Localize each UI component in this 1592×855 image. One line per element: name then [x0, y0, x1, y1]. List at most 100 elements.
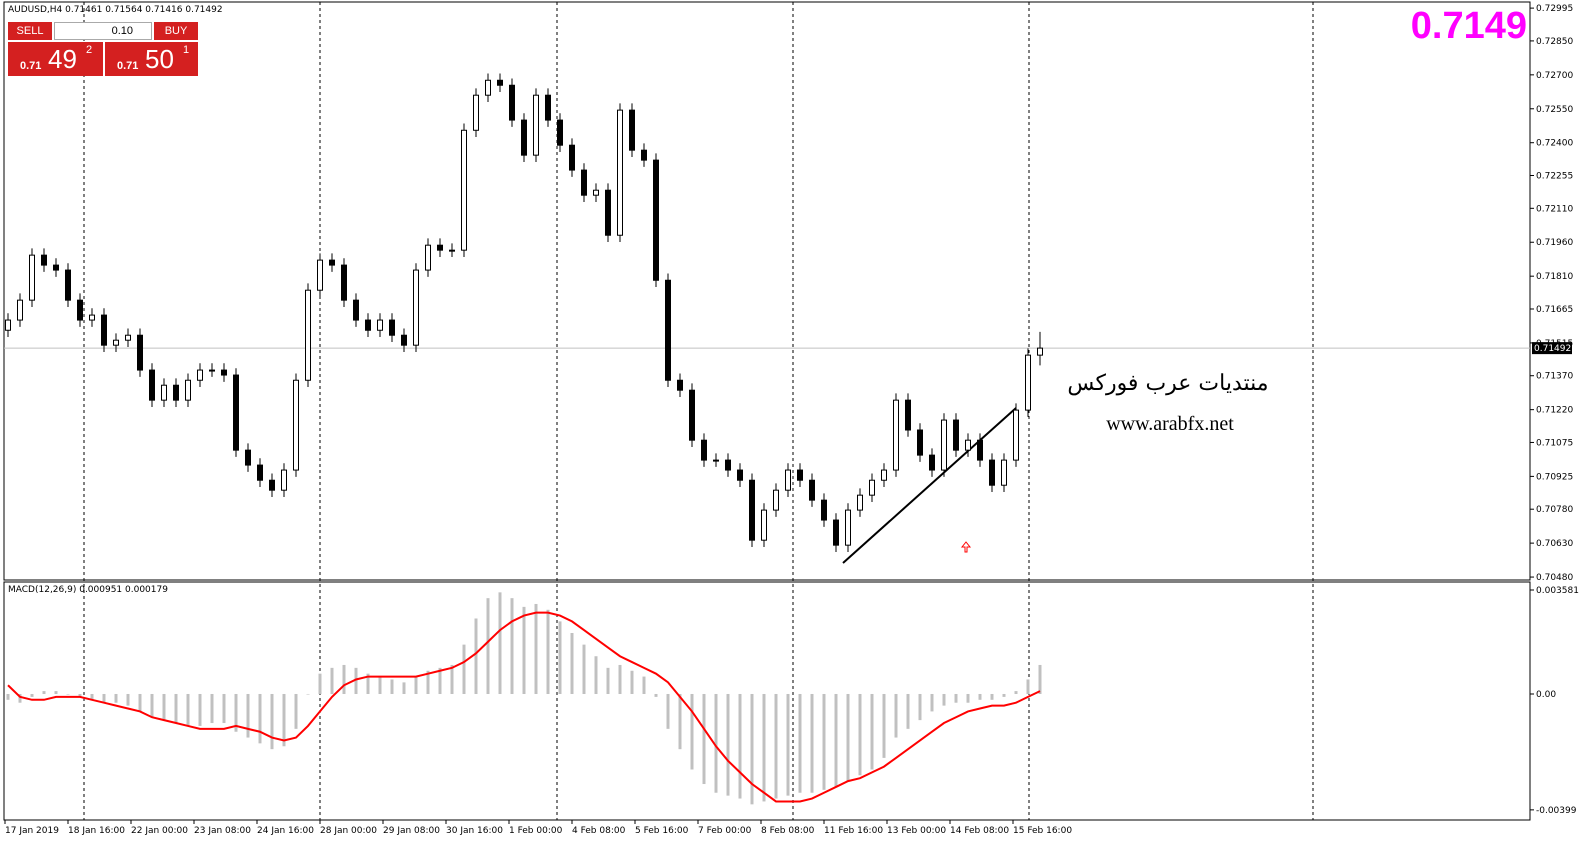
x-tick-label: 1 Feb 00:00 — [509, 826, 563, 836]
macd-bar — [1014, 691, 1018, 694]
x-tick-label: 13 Feb 00:00 — [887, 826, 946, 836]
candle-body — [521, 119, 527, 156]
macd-bar — [198, 693, 202, 726]
macd-bar — [894, 693, 898, 738]
macd-bar — [474, 618, 478, 694]
candle-body — [113, 339, 119, 346]
y-tick-label: 0.72850 — [1536, 37, 1573, 47]
lot-input[interactable]: 0.10 — [54, 22, 152, 40]
candle-body — [569, 144, 575, 171]
macd-bar — [834, 693, 838, 787]
period-separators — [83, 2, 1314, 820]
macd-bar — [222, 693, 226, 724]
macd-bar — [234, 693, 238, 732]
macd-bar — [258, 693, 262, 744]
macd-bar — [1002, 693, 1006, 697]
macd-bar — [522, 606, 526, 694]
candle-body — [701, 439, 707, 461]
macd-bar — [270, 693, 274, 750]
macd-bar — [498, 592, 502, 694]
macd-bar — [714, 693, 718, 793]
macd-bar — [750, 693, 754, 805]
last-price-label: 0.71492 — [1534, 344, 1571, 354]
watermark-url: www.arabfx.net — [1106, 413, 1234, 435]
macd-bar — [582, 644, 586, 694]
macd-bar — [450, 664, 454, 694]
x-tick-label: 17 Jan 2019 — [5, 826, 59, 836]
candle-body — [401, 334, 407, 346]
sell-big: 49 — [48, 44, 77, 74]
candle-body — [557, 119, 563, 146]
candle-body — [161, 384, 167, 401]
macd-bar — [570, 633, 574, 694]
buy-sup: 1 — [183, 44, 190, 56]
macd-bar — [282, 693, 286, 747]
macd-bar — [414, 676, 418, 694]
candle-body — [77, 299, 83, 321]
candle-body — [713, 459, 719, 462]
macd-bar — [462, 644, 466, 694]
candle-body — [857, 494, 863, 511]
macd-bar — [870, 693, 874, 770]
buy-quote[interactable]: 0.71 50 1 — [105, 42, 198, 76]
candle-body — [437, 244, 443, 251]
candle-body — [197, 369, 203, 381]
macd-bar — [402, 682, 406, 694]
candle-body — [5, 319, 11, 331]
candle-body — [953, 419, 959, 451]
y-tick-label: 0.71665 — [1536, 305, 1573, 315]
y-tick-label: 0.71960 — [1536, 238, 1573, 248]
macd-bar — [690, 693, 694, 770]
x-tick-label: 28 Jan 00:00 — [320, 826, 377, 836]
candle-body — [233, 374, 239, 451]
macd-bar — [882, 693, 886, 758]
buy-button[interactable]: BUY — [154, 22, 198, 40]
last-price-box — [1532, 342, 1572, 355]
main-frame — [3, 1, 1531, 581]
macd-frame — [3, 581, 1531, 821]
candle-body — [473, 94, 479, 131]
candle-body — [1001, 459, 1007, 486]
y-tick-label: 0.70780 — [1536, 505, 1573, 515]
sell-quote[interactable]: 0.71 49 2 — [8, 42, 103, 76]
candle-body — [509, 84, 515, 121]
y-tick-label: 0.72255 — [1536, 172, 1573, 182]
macd-bar — [966, 693, 970, 703]
candle-body — [209, 369, 215, 372]
macd-label: MACD(12,26,9) 0.000951 0.000179 — [8, 585, 168, 595]
macd-bar — [726, 693, 730, 796]
macd-bar — [942, 693, 946, 706]
candle-body — [869, 479, 875, 496]
macd-bar — [810, 693, 814, 793]
sell-sup: 2 — [86, 44, 93, 56]
x-tick-label: 18 Jan 16:00 — [68, 826, 125, 836]
x-tick-label: 22 Jan 00:00 — [131, 826, 188, 836]
macd-bar — [438, 667, 442, 694]
candle-body — [365, 319, 371, 331]
candle-body — [449, 249, 455, 252]
candle-body — [185, 379, 191, 401]
candle-body — [845, 509, 851, 546]
macd-bar — [66, 693, 70, 695]
candle-body — [881, 469, 887, 481]
macd-bar — [378, 676, 382, 694]
macd-bar — [426, 670, 430, 694]
macd-bar — [666, 693, 670, 729]
y-tick-label: 0.70480 — [1536, 573, 1573, 583]
candle-body — [221, 369, 227, 376]
candle-body — [617, 109, 623, 236]
candle-body — [29, 254, 35, 301]
candle-body — [533, 94, 539, 156]
candle-body — [53, 264, 59, 271]
x-tick-label: 8 Feb 08:00 — [761, 826, 815, 836]
macd-bar — [42, 691, 46, 694]
candle-body — [785, 469, 791, 491]
sell-button[interactable]: SELL — [8, 22, 52, 40]
macd-bar — [210, 693, 214, 724]
macd-bar — [1026, 679, 1030, 694]
macd-bar — [54, 691, 58, 694]
candle-body — [125, 334, 131, 341]
macd-bar — [126, 693, 130, 706]
candle-body — [941, 419, 947, 471]
macd-bar — [138, 693, 142, 712]
